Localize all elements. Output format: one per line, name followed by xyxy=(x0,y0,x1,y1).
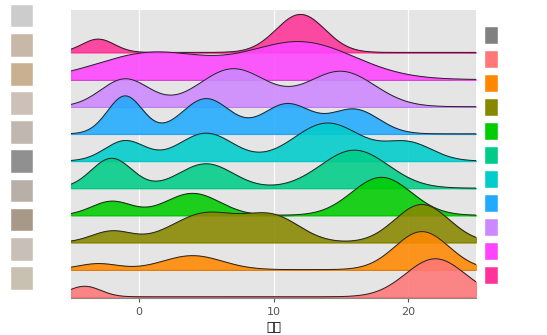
X-axis label: 시간: 시간 xyxy=(266,321,281,334)
